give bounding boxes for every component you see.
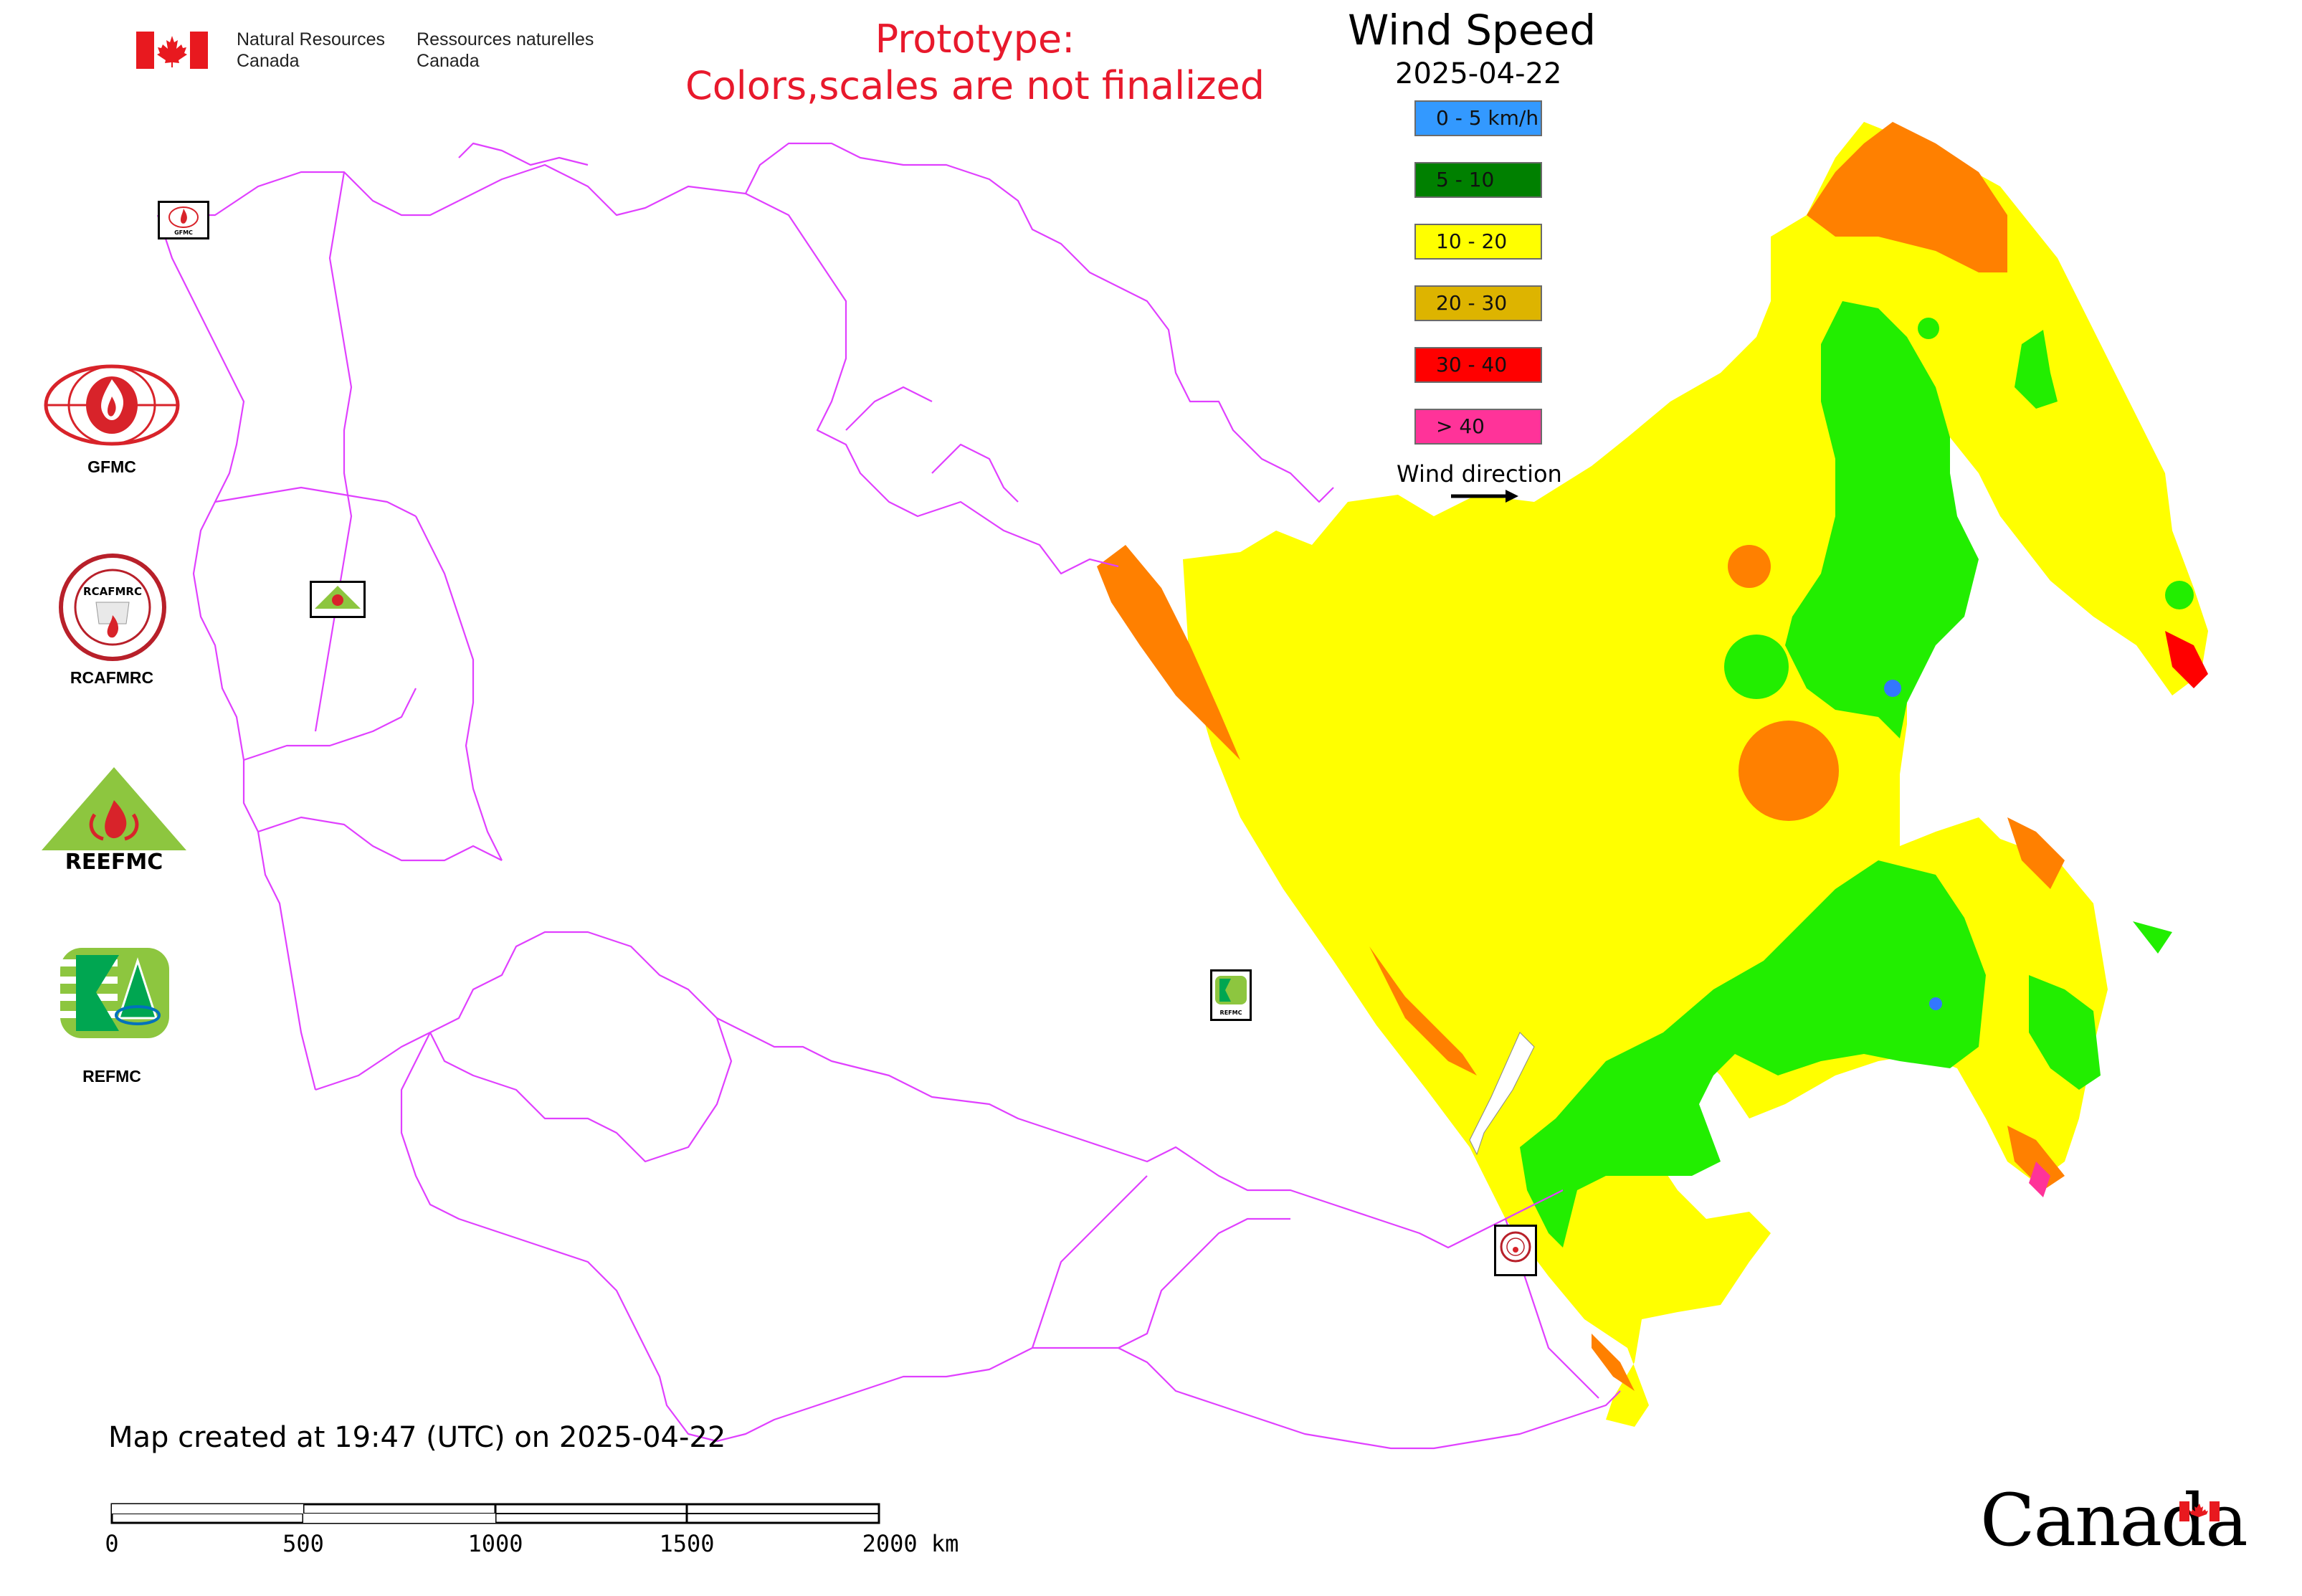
- scale-tick-500: 500: [282, 1530, 324, 1557]
- region-20-30-korea: [2007, 1126, 2065, 1190]
- region-over-40-spot: [2029, 1162, 2050, 1197]
- prototype-line1: Prototype:: [875, 16, 1075, 62]
- region-20-30-southeast: [1592, 1334, 1635, 1391]
- reefmc-logo-icon: REEFMC: [42, 767, 186, 872]
- prototype-notice: Prototype: Colors,scales are not finaliz…: [645, 16, 1305, 109]
- gfmc-marker-icon: GFMC: [168, 206, 199, 236]
- scale-tick-1000: 1000: [467, 1530, 523, 1557]
- government-signature: Natural Resources Canada Ressources natu…: [136, 29, 625, 72]
- wind-direction-label: Wind direction: [1397, 460, 1562, 488]
- region-5-10-spot3: [2165, 581, 2194, 609]
- gfmc-mini-text: GFMC: [174, 229, 193, 236]
- gfmc-map-marker: GFMC: [158, 201, 209, 239]
- region-20-30-blob: [1739, 721, 1839, 821]
- coastline: [458, 142, 1334, 503]
- org-label-refmc: REFMC: [82, 1067, 141, 1086]
- reefmc-text: REEFMC: [65, 850, 163, 872]
- region-5-10-east: [1785, 301, 1979, 738]
- legend-item: > 40: [1414, 409, 1542, 445]
- map-created-timestamp: Map created at 19:47 (UTC) on 2025-04-22: [108, 1421, 726, 1454]
- canada-wordmark: Canada: [1980, 1478, 2248, 1562]
- gov-name-fr: Ressources naturelles Canada: [417, 29, 594, 71]
- canada-flag-icon: [136, 32, 208, 69]
- org-label-gfmc: GFMC: [87, 457, 136, 476]
- reefmc-marker-icon: [315, 586, 361, 609]
- wind-direction-arrow-icon: [1451, 490, 1518, 503]
- region-5-10-spot: [1724, 635, 1789, 699]
- gfmc-logo-icon: [44, 364, 180, 446]
- legend-item: 10 - 20: [1414, 224, 1542, 260]
- legend-item: 20 - 30: [1414, 285, 1542, 321]
- legend-item: 0 - 5 km/h: [1414, 100, 1542, 136]
- prototype-line2: Colors,scales are not finalized: [685, 63, 1265, 108]
- region-30-40-kamchatka: [2165, 631, 2208, 688]
- legend-item: 5 - 10: [1414, 162, 1542, 198]
- region-5-10-kamchatka: [2029, 975, 2101, 1090]
- scale-tick-1500: 1500: [659, 1530, 715, 1557]
- rcafmrc-ring-text: RCAFMRC: [83, 585, 142, 598]
- scale-bar: [110, 1503, 880, 1524]
- region-10-20-main: [1183, 122, 2208, 1427]
- wordmark-flag-icon: [2179, 1501, 2220, 1521]
- lake-baikal: [1469, 1032, 1535, 1156]
- refmc-logo-icon: [60, 948, 169, 1038]
- refmc-map-marker: REFMC: [1210, 969, 1252, 1021]
- reefmc-map-marker: [310, 581, 366, 618]
- region-5-10-south: [1520, 860, 1986, 1248]
- region-5-10-island: [2133, 921, 2172, 954]
- org-label-rcafmrc: RCAFMRC: [70, 668, 154, 687]
- gov-name-en: Natural Resources Canada: [237, 29, 386, 71]
- region-20-30-blob2: [1728, 545, 1771, 588]
- legend-date: 2025-04-22: [1395, 57, 1562, 90]
- refmc-mini-text: REFMC: [1220, 1010, 1242, 1016]
- region-10-20-south: [1921, 825, 2101, 1176]
- scale-tick-2000: 2000 km: [862, 1530, 959, 1557]
- region-5-10-chukotka: [2015, 330, 2058, 409]
- refmc-marker-icon: REFMC: [1215, 976, 1247, 1016]
- scale-tick-0: 0: [105, 1530, 119, 1557]
- region-20-30-baikal: [1369, 946, 1477, 1075]
- rcafmrc-map-marker: [1494, 1225, 1537, 1276]
- region-5-10-spot2: [1918, 318, 1939, 339]
- region-0-5-spot2: [1884, 680, 1901, 697]
- region-20-30-chukotka: [1807, 122, 2007, 272]
- rcafmrc-logo-icon: RCAFMRC: [59, 554, 166, 661]
- legend-title: Wind Speed: [1348, 6, 1597, 54]
- rcafmrc-marker-icon: [1500, 1231, 1531, 1263]
- region-20-30-sakhalin: [2007, 817, 2065, 889]
- wind-speed-regions: [1097, 122, 2208, 1427]
- region-20-30-yakutia: [1097, 545, 1240, 760]
- region-0-5-spot: [1929, 997, 1942, 1010]
- legend-item: 30 - 40: [1414, 347, 1542, 383]
